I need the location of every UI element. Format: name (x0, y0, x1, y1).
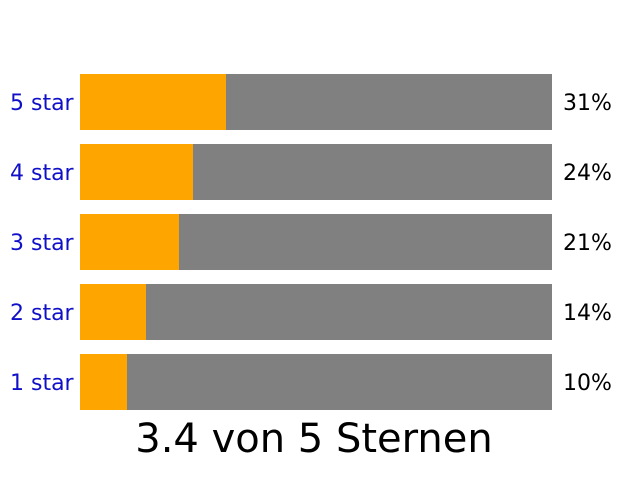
rating-percent: 31% (563, 91, 612, 116)
rating-percent: 21% (563, 231, 612, 256)
rating-bar-fill (80, 144, 193, 200)
star-level-link[interactable]: 2 star (10, 301, 75, 326)
rating-percent: 24% (563, 161, 612, 186)
rating-bar-track (80, 284, 552, 340)
rating-percent: 10% (563, 371, 612, 396)
star-level-link[interactable]: 3 star (10, 231, 75, 256)
rating-row[interactable]: 1 star 10% (10, 354, 612, 410)
star-level-link[interactable]: 1 star (10, 371, 75, 396)
rating-percent: 14% (563, 301, 612, 326)
rating-row[interactable]: 2 star 14% (10, 284, 612, 340)
rating-bar-fill (80, 354, 127, 410)
star-level-link[interactable]: 5 star (10, 91, 75, 116)
rating-summary: 3.4 von 5 Sternen (135, 416, 492, 462)
rating-row[interactable]: 5 star 31% (10, 74, 612, 130)
star-level-link[interactable]: 4 star (10, 161, 75, 186)
rating-rows: 5 star 31% 4 star 24% 3 star 21% 2 star 14% 1 st… (10, 74, 612, 410)
rating-bar-fill (80, 214, 179, 270)
rating-row[interactable]: 4 star 24% (10, 144, 612, 200)
rating-bar-fill (80, 74, 226, 130)
rating-row[interactable]: 3 star 21% (10, 214, 612, 270)
rating-bar-fill (80, 284, 146, 340)
rating-bar-track (80, 354, 552, 410)
